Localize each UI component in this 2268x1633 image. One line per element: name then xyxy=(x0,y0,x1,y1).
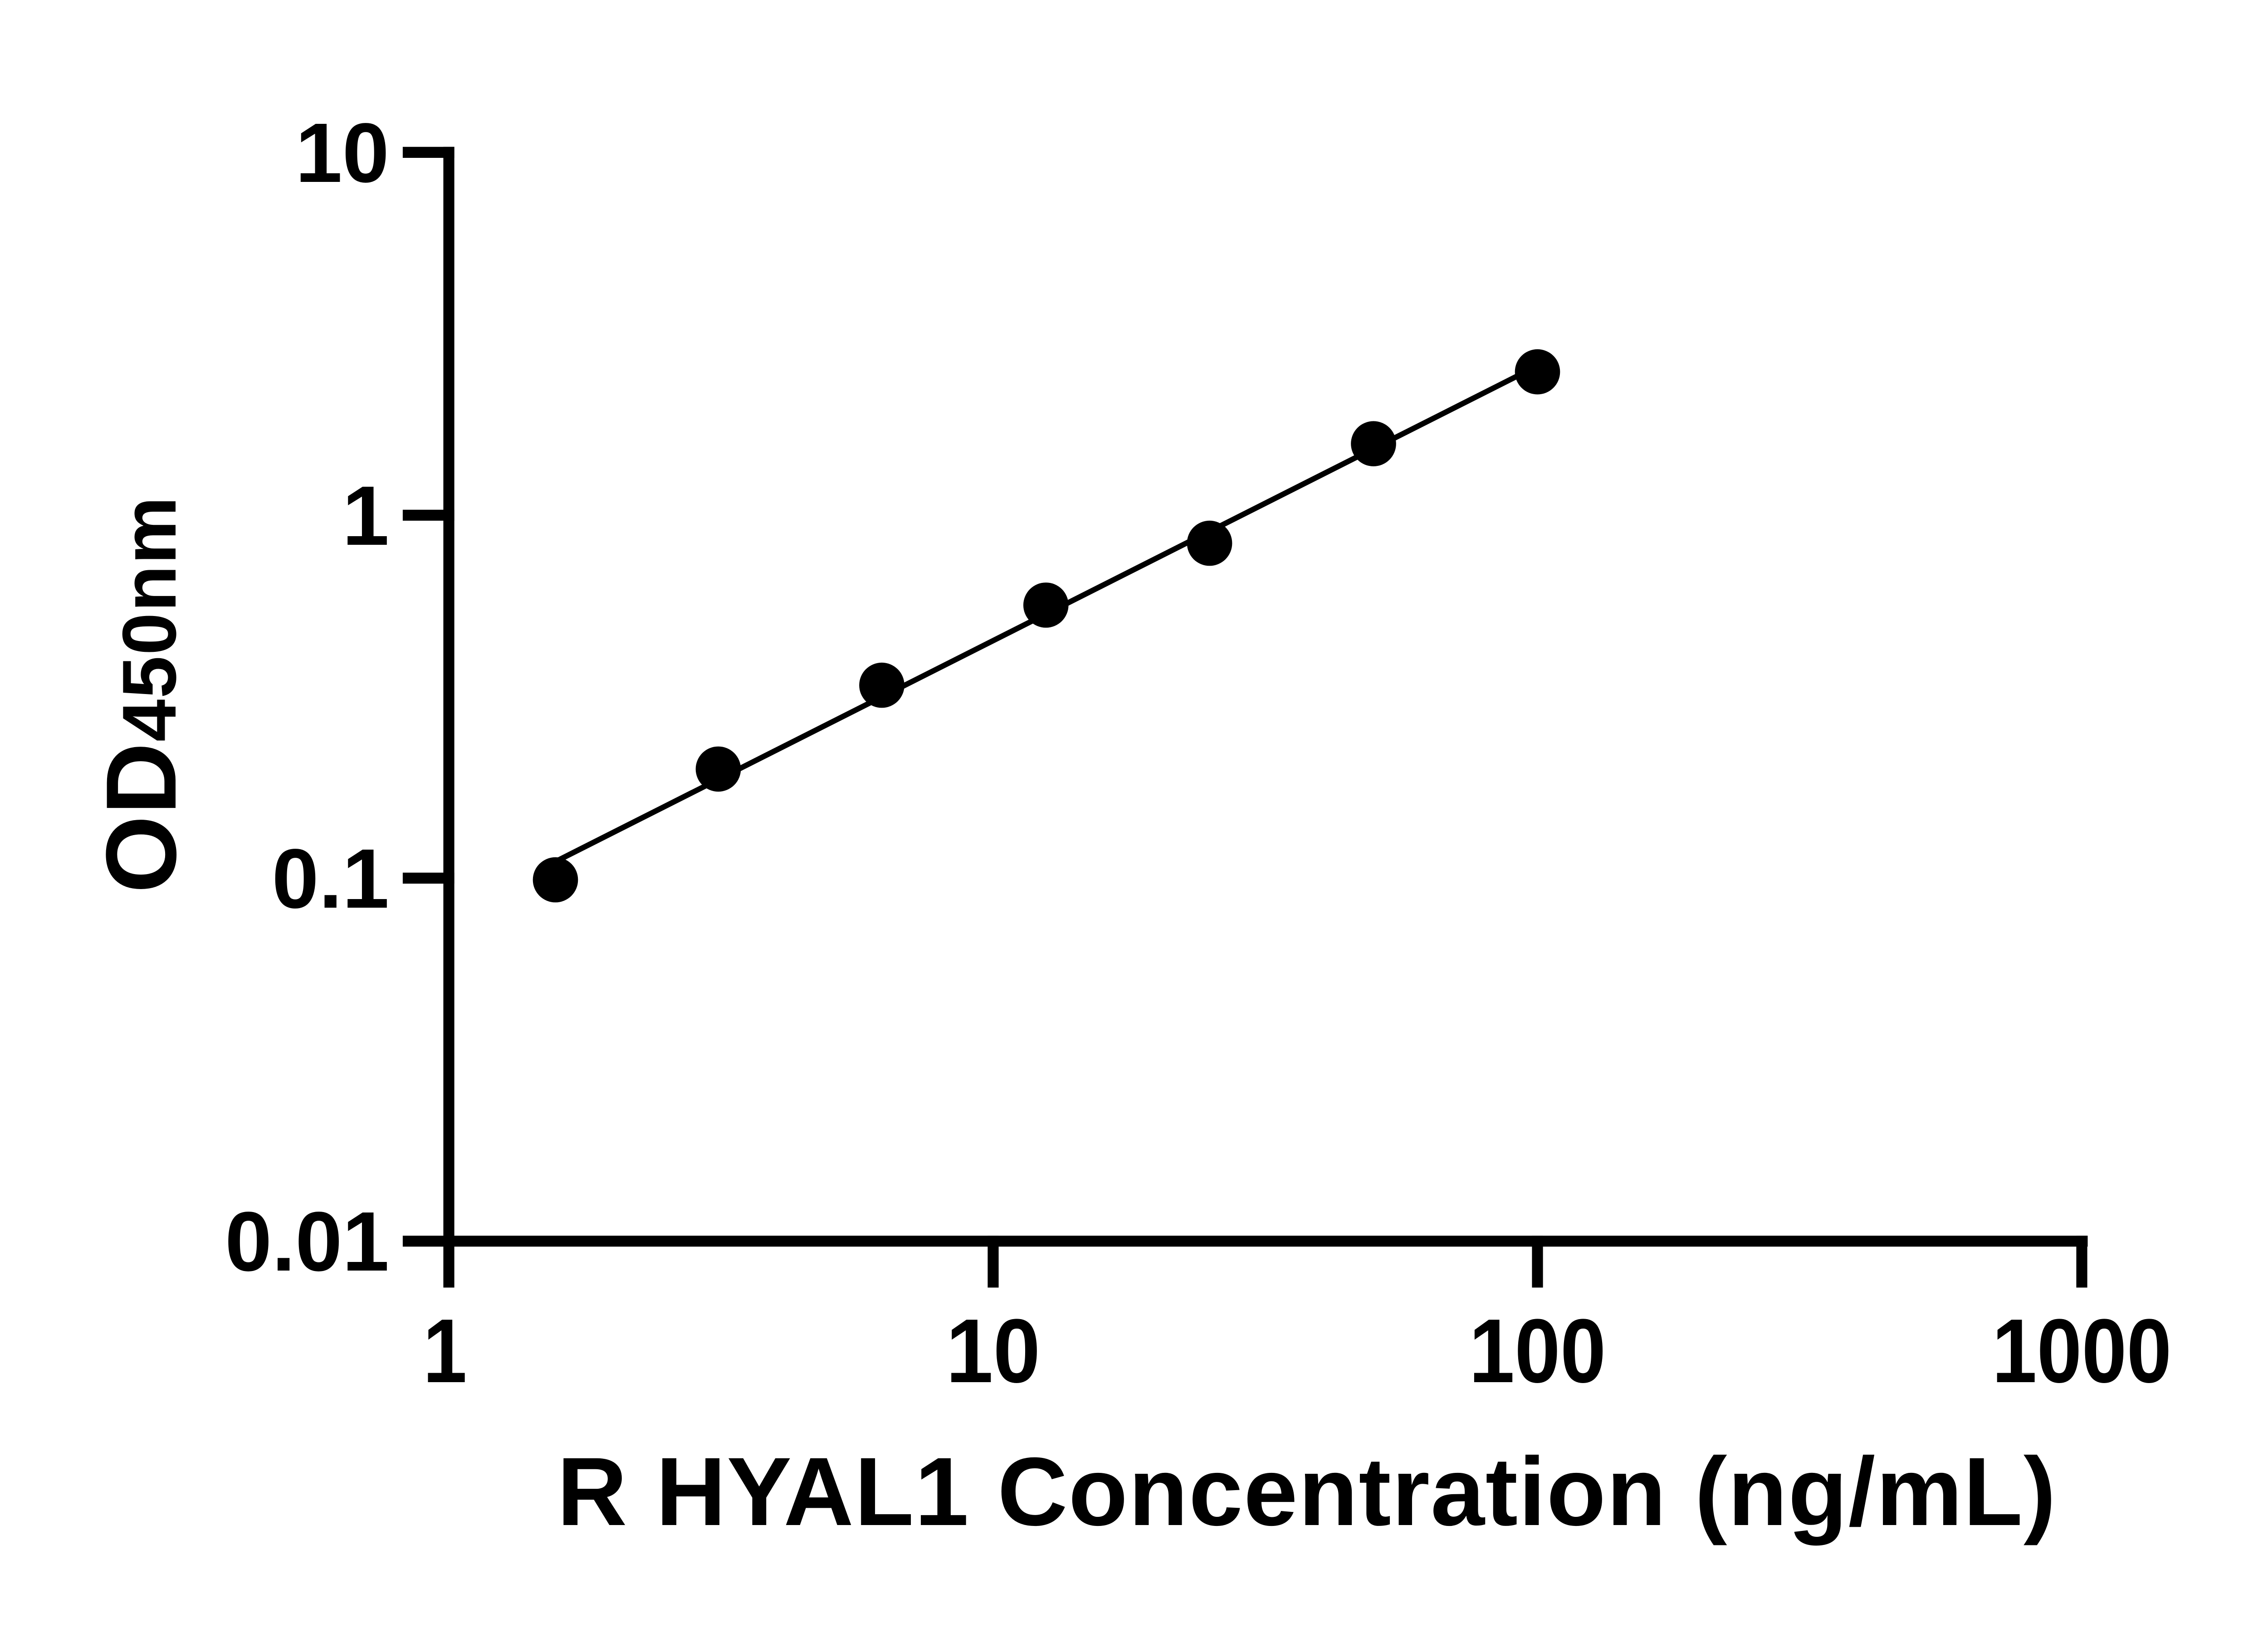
svg-text:0.01: 0.01 xyxy=(225,1195,389,1289)
svg-text:OD450nm: OD450nm xyxy=(85,496,197,893)
svg-text:1: 1 xyxy=(423,1301,467,1402)
svg-text:0.1: 0.1 xyxy=(272,832,389,926)
svg-text:100: 100 xyxy=(1469,1301,1606,1402)
svg-text:10: 10 xyxy=(295,106,389,200)
svg-text:1: 1 xyxy=(342,469,389,563)
svg-text:10: 10 xyxy=(946,1301,1041,1402)
svg-text:1000: 1000 xyxy=(1992,1301,2172,1402)
svg-text:R HYAL1 Concentration (ng/mL): R HYAL1 Concentration (ng/mL) xyxy=(557,1437,2057,1546)
